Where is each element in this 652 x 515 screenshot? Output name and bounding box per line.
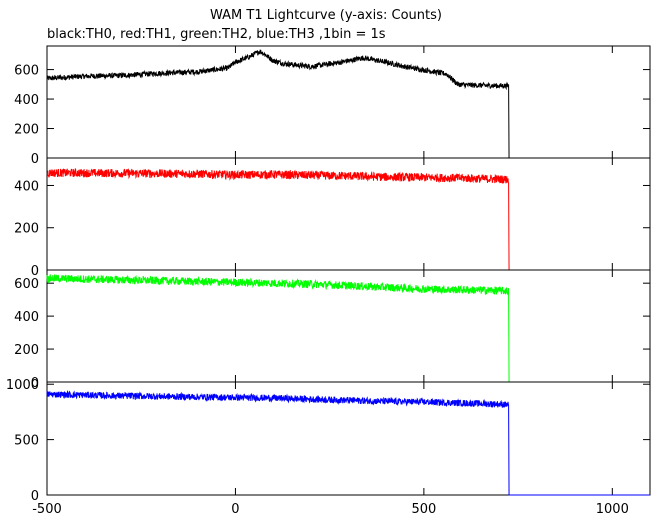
panel-frame-th0 bbox=[46, 45, 651, 159]
series-line-th0 bbox=[46, 49, 650, 159]
y-tick-label-th3: 1000 bbox=[6, 378, 39, 393]
x-tick-label: -500 bbox=[32, 502, 62, 515]
y-tick-label-th2: 0 bbox=[31, 376, 39, 391]
series-line-th2 bbox=[46, 274, 650, 383]
y-tick-label-th0: 400 bbox=[14, 93, 39, 108]
y-tick-label-th0: 200 bbox=[14, 123, 39, 138]
x-tick-label: 1000 bbox=[596, 502, 629, 515]
chart-legend-subtitle: black:TH0, red:TH1, green:TH2, blue:TH3 … bbox=[47, 27, 386, 42]
chart-title: WAM T1 Lightcurve (y-axis: Counts) bbox=[210, 8, 442, 23]
x-tick-label: 500 bbox=[411, 502, 436, 515]
y-tick-label-th0: 600 bbox=[14, 64, 39, 79]
y-tick-label-th1: 0 bbox=[31, 264, 39, 279]
panel-frame-th3 bbox=[46, 381, 651, 496]
y-tick-label-th3: 0 bbox=[31, 489, 39, 504]
y-tick-label-th2: 200 bbox=[14, 343, 39, 358]
y-tick-label-th2: 600 bbox=[14, 277, 39, 292]
x-tick-label: 0 bbox=[231, 502, 239, 515]
y-tick-label-th0: 0 bbox=[31, 152, 39, 167]
y-tick-label-th1: 200 bbox=[14, 222, 39, 237]
y-tick-label-th3: 500 bbox=[14, 434, 39, 449]
y-tick-label-th2: 400 bbox=[14, 310, 39, 325]
y-tick-label-th1: 400 bbox=[14, 179, 39, 194]
series-line-th1 bbox=[46, 167, 650, 271]
series-line-th3 bbox=[46, 390, 650, 496]
